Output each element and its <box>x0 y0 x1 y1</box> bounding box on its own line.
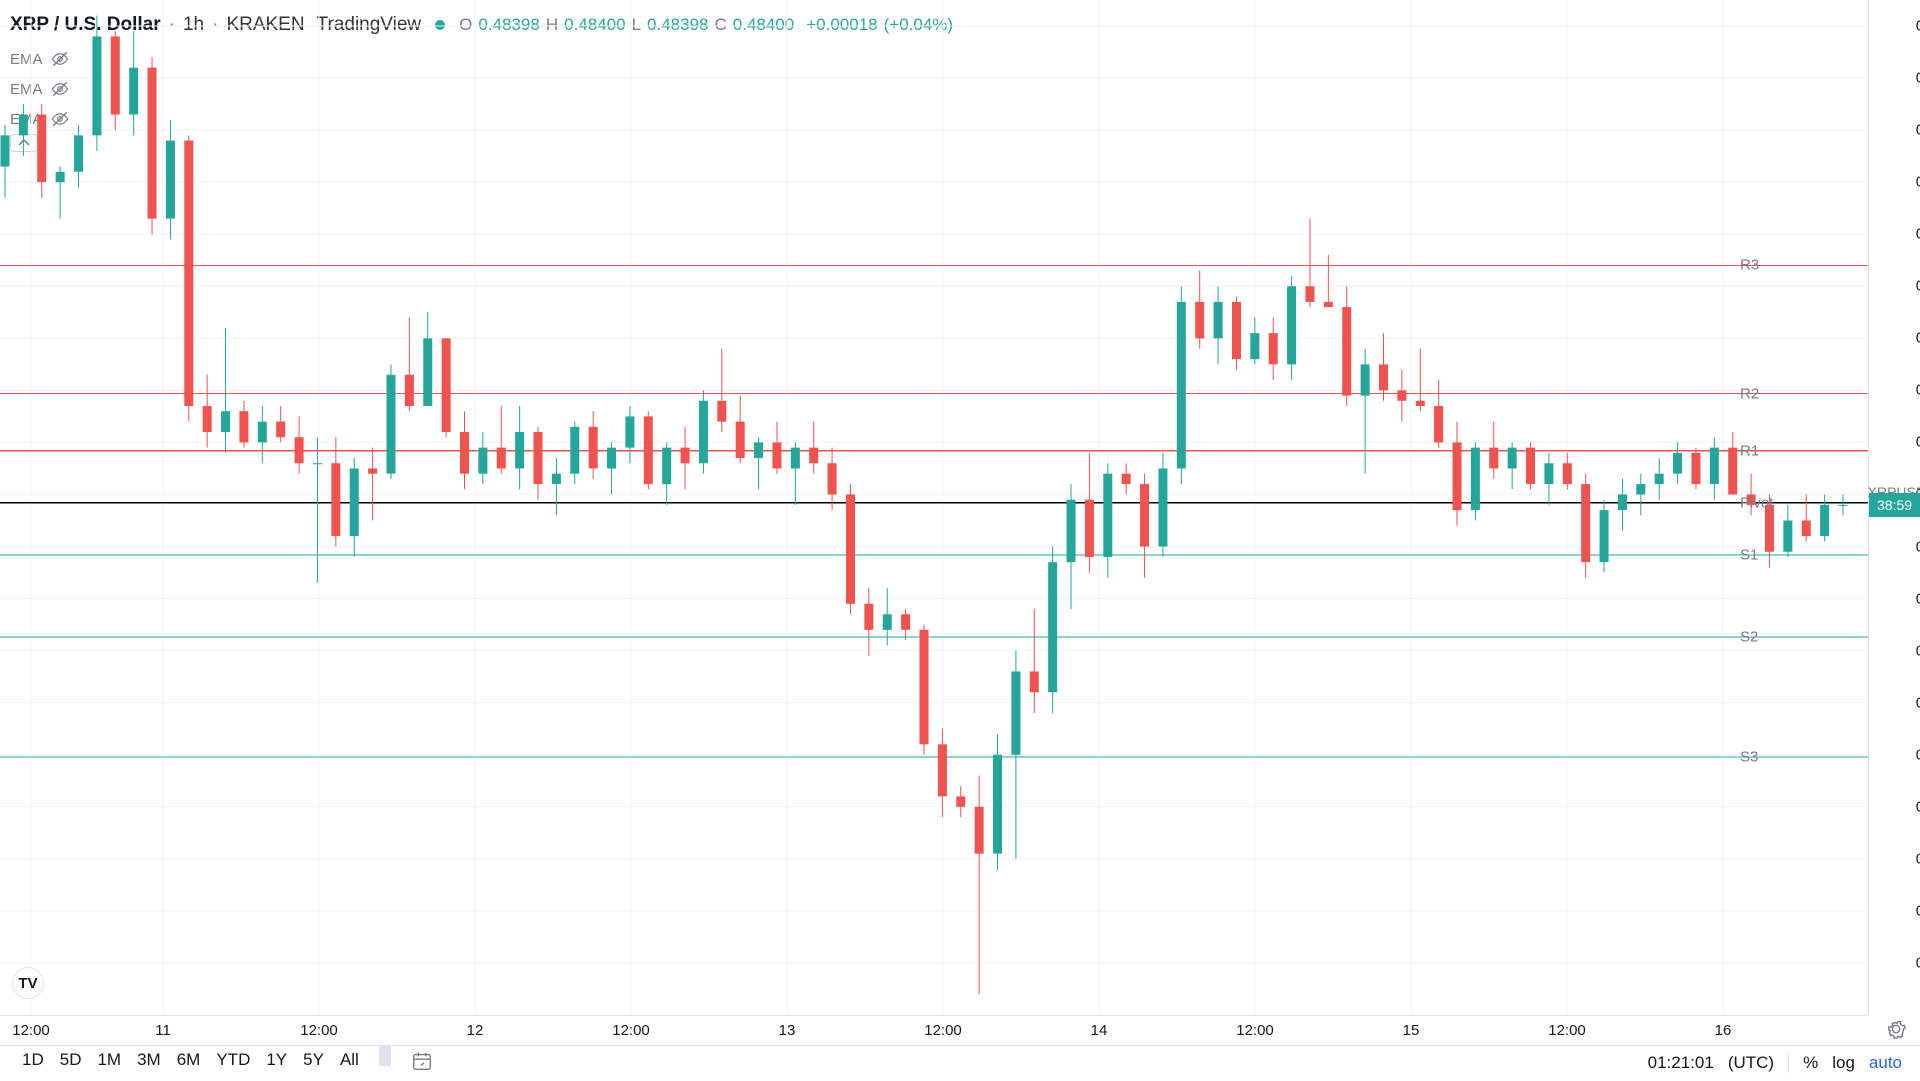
price-tick: 0.44000 <box>1916 954 1920 971</box>
tradingview-logo-badge[interactable]: TV <box>12 967 44 999</box>
pivot-label-s2: S2 <box>1740 629 1758 646</box>
time-tick: 12:00 <box>1236 1022 1274 1039</box>
goto-date-button[interactable] <box>405 1046 439 1081</box>
price-tick: 0.45500 <box>1916 798 1920 815</box>
log-scale-button[interactable]: log <box>1832 1053 1855 1073</box>
price-tick: 0.46500 <box>1916 694 1920 711</box>
price-tick: 0.50000 <box>1916 330 1920 347</box>
tf-button-3m[interactable]: 3M <box>131 1046 167 1081</box>
time-tick: 13 <box>779 1022 796 1039</box>
time-tick: 12:00 <box>12 1022 50 1039</box>
price-tick: 0.52500 <box>1916 70 1920 87</box>
tf-button-ytd[interactable]: YTD <box>210 1046 256 1081</box>
tf-button-all[interactable]: All <box>334 1046 365 1081</box>
pivot-label-r1: R1 <box>1740 442 1759 459</box>
price-tick: 0.44500 <box>1916 902 1920 919</box>
time-tick: 12 <box>467 1022 484 1039</box>
tf-button-5y[interactable]: 5Y <box>297 1046 330 1081</box>
time-tick: 14 <box>1091 1022 1108 1039</box>
tf-button-1d[interactable]: 1D <box>16 1046 50 1081</box>
pivot-label-r2: R2 <box>1740 385 1759 402</box>
price-tick: 0.53000 <box>1916 18 1920 35</box>
clock-tz[interactable]: (UTC) <box>1728 1053 1774 1073</box>
time-tick: 12:00 <box>612 1022 650 1039</box>
price-tick: 0.51000 <box>1916 226 1920 243</box>
time-scale[interactable]: 12:00 11 12:00 12 12:00 13 12:00 14 12:00 15 12:00… <box>0 1015 1868 1045</box>
price-tick: 0.52000 <box>1916 122 1920 139</box>
timeframe-buttons: 1D5D1M3M6MYTD1Y5YAll <box>16 1046 439 1081</box>
price-tick: 0.50500 <box>1916 278 1920 295</box>
auto-scale-button[interactable]: auto <box>1869 1053 1902 1073</box>
tf-button-1m[interactable]: 1M <box>91 1046 127 1081</box>
price-tick: 0.47500 <box>1916 590 1920 607</box>
time-tick: 11 <box>155 1022 171 1039</box>
price-tick: 0.47000 <box>1916 642 1920 659</box>
time-tick: 12:00 <box>1548 1022 1586 1039</box>
pivot-label-r3: R3 <box>1740 257 1759 274</box>
time-tick: 15 <box>1403 1022 1420 1039</box>
percent-scale-button[interactable]: % <box>1803 1053 1818 1073</box>
price-tick: 0.48000 <box>1916 538 1920 555</box>
price-tick: 0.45000 <box>1916 850 1920 867</box>
clock-time[interactable]: 01:21:01 <box>1648 1053 1714 1073</box>
pivot-label-pivot: Pivot <box>1740 494 1773 511</box>
clock-panel: 01:21:01 (UTC) % log auto <box>1648 1053 1902 1073</box>
pivot-label-s1: S1 <box>1740 546 1758 563</box>
price-tick: 0.49000 <box>1916 434 1920 451</box>
bottom-toolbar: 1D5D1M3M6MYTD1Y5YAll 01:21:01 (UTC) % lo… <box>0 1045 1920 1080</box>
price-chart[interactable] <box>0 0 1868 1015</box>
time-tick: 12:00 <box>924 1022 962 1039</box>
time-tick: 16 <box>1715 1022 1732 1039</box>
price-tick: 0.46000 <box>1916 746 1920 763</box>
tf-button-1y[interactable]: 1Y <box>260 1046 293 1081</box>
price-tick: 0.49500 <box>1916 382 1920 399</box>
price-scale[interactable]: USD ⌄ 0.530000.525000.520000.515000.5100… <box>1868 0 1920 1015</box>
time-tick: 12:00 <box>300 1022 338 1039</box>
tf-button-5d[interactable]: 5D <box>54 1046 88 1081</box>
tf-button-6m[interactable]: 6M <box>171 1046 207 1081</box>
scale-settings-button[interactable] <box>1885 1018 1913 1046</box>
price-tick: 0.51500 <box>1916 174 1920 191</box>
countdown-badge: 38:59 <box>1869 493 1920 517</box>
pivot-label-s3: S3 <box>1740 748 1758 765</box>
